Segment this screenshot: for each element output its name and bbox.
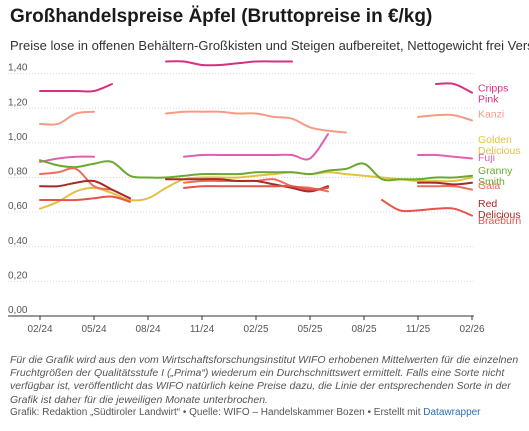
series-line-red-delicious (39, 179, 131, 200)
series-label-gala: Gala (478, 180, 500, 192)
series-label-braeburn: Braeburn (478, 215, 521, 227)
chart-footnote: Für die Grafik wird aus den vom Wirtscha… (10, 354, 519, 406)
y-tick-label: 0,00 (8, 305, 28, 316)
line-chart: 0,00 0,20 0,40 0,60 0,80 1,00 1,20 1,40 02/24 05… (8, 60, 521, 335)
series-label-line: Cripps (478, 83, 508, 95)
series-label-line: Granny (478, 165, 513, 177)
series-label-line: Gala (478, 180, 500, 192)
x-tick-label: 11/24 (190, 324, 215, 335)
series-label-granny-smith: Granny Smith (478, 165, 513, 188)
x-axis-ticks: 02/24 05/24 08/24 11/24 02/25 05/25 08/25 11/25… (27, 316, 485, 335)
chart-title: Großhandelspreise Äpfel (Bruttopreise in… (10, 6, 433, 27)
series-label-red-delicious: Red Delicious (478, 198, 521, 221)
series-line-kanzi (165, 110, 347, 134)
x-tick-label: 08/24 (135, 324, 160, 335)
y-tick-label: 0,60 (8, 201, 28, 212)
series-line-granny-smith (39, 159, 473, 182)
series-label-line: Pink (478, 94, 499, 106)
y-tick-label: 0,40 (8, 236, 28, 247)
series-label-line: Fuji (478, 152, 495, 164)
series-line-fuji (417, 153, 473, 160)
series-line-kanzi (417, 113, 473, 122)
series-line-braeburn (381, 199, 473, 217)
series-line-braeburn (39, 195, 131, 203)
series-label-line: Braeburn (478, 215, 521, 227)
series-line-cripps-pink (435, 82, 473, 94)
series-line-red-delicious (165, 178, 329, 193)
series-label-line: Kanzi (478, 108, 504, 120)
chart-source: Grafik: Redaktion „Südtiroler Landwirt“ … (10, 407, 481, 418)
x-tick-label: 08/25 (351, 324, 376, 335)
y-axis-ticks: 0,00 0,20 0,40 0,60 0,80 1,00 1,20 1,40 (8, 63, 28, 316)
series-label-line: Golden (478, 134, 512, 146)
y-tick-label: 0,80 (8, 167, 28, 178)
x-tick-label: 02/25 (243, 324, 268, 335)
series-label-line: Red (478, 198, 497, 210)
series-label-fuji: Fuji (478, 152, 495, 164)
x-tick-label: 02/24 (27, 324, 52, 335)
source-text: Grafik: Redaktion „Südtiroler Landwirt“ … (10, 407, 424, 418)
series-label-line: Delicious (478, 209, 521, 221)
datawrapper-link[interactable]: Datawrapper (423, 407, 481, 418)
series-line-red-delicious (417, 181, 473, 186)
series-label-cripps-pink: Cripps Pink (478, 83, 508, 106)
series-label-line: Smith (478, 176, 505, 188)
series-label-kanzi: Kanzi (478, 108, 504, 120)
x-tick-label: 11/25 (406, 324, 431, 335)
chart-subtitle: Preise lose in offenen Behältern-Großkis… (10, 38, 529, 53)
series-lines (39, 60, 473, 217)
y-tick-label: 1,20 (8, 97, 28, 108)
x-tick-label: 05/24 (81, 324, 106, 335)
x-tick-label: 02/26 (459, 324, 484, 335)
series-line-cripps-pink (39, 83, 113, 93)
y-tick-label: 1,40 (8, 63, 28, 74)
series-line-gala (39, 167, 113, 191)
y-tick-label: 0,20 (8, 270, 28, 281)
x-tick-label: 05/25 (297, 324, 322, 335)
series-line-kanzi (39, 110, 95, 126)
series-line-braeburn (183, 184, 329, 191)
y-tick-label: 1,00 (8, 132, 28, 143)
series-line-fuji (39, 155, 95, 163)
y-gridlines (8, 73, 474, 317)
series-line-gala (417, 184, 473, 191)
series-label-line: Delicious (478, 145, 521, 157)
series-label-golden-delicious: Golden Delicious (478, 134, 521, 157)
series-line-cripps-pink (165, 60, 293, 67)
series-line-fuji (183, 133, 329, 161)
